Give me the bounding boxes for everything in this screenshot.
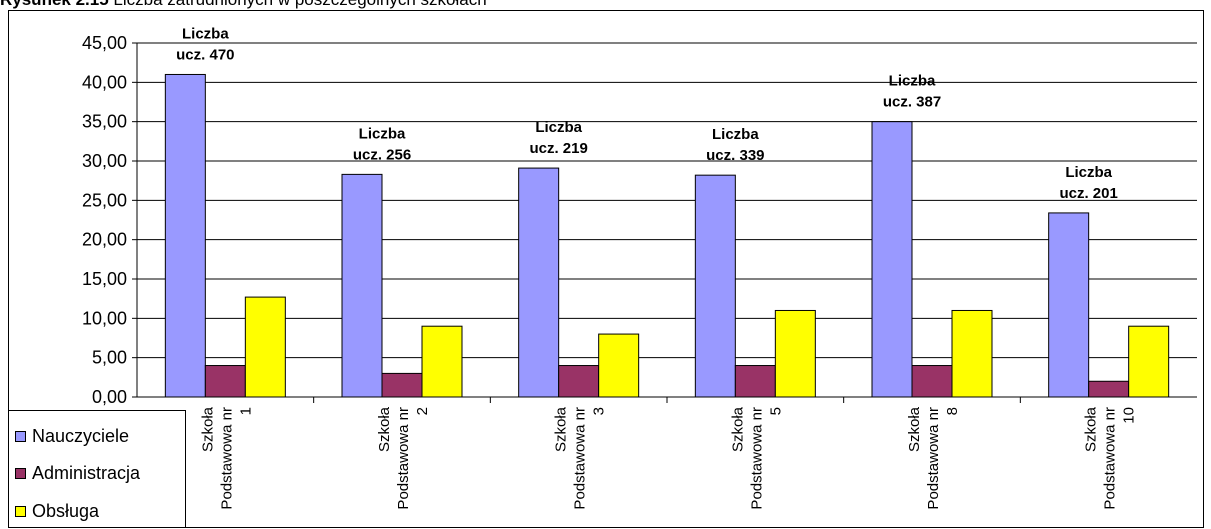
bar-nauczyciele bbox=[871, 121, 913, 398]
x-tick-label: Podstawowa nr bbox=[395, 407, 412, 510]
x-tick-label: Podstawowa nr bbox=[572, 407, 589, 510]
x-tick-label-group: Szkoła Podstawowa nr 8 bbox=[906, 406, 961, 509]
x-tick-label: 1 bbox=[237, 407, 254, 415]
y-tick-label: 10,00 bbox=[82, 308, 127, 328]
legend-item-obsluga: Obsługa bbox=[15, 499, 99, 523]
x-tick-label: Szkoła bbox=[906, 406, 923, 452]
bar-obsługa bbox=[774, 309, 816, 398]
y-tick-label: 15,00 bbox=[82, 269, 127, 289]
x-tick-label: Szkoła bbox=[376, 406, 393, 452]
y-tick-label: 35,00 bbox=[82, 112, 127, 132]
x-tick-label: 2 bbox=[414, 407, 431, 415]
y-tick-label: 20,00 bbox=[82, 230, 127, 250]
bar-obsługa bbox=[951, 309, 993, 398]
bar-administracja bbox=[1088, 380, 1130, 398]
x-tick-label-group: Szkoła Podstawowa nr 10 bbox=[1083, 406, 1138, 509]
annotation-label: Liczba ucz. 201 bbox=[1059, 164, 1117, 202]
x-tick-label: Podstawowa nr bbox=[1102, 407, 1119, 510]
bar-obsługa bbox=[421, 325, 463, 398]
annotation-line: ucz. 256 bbox=[353, 146, 411, 163]
annotation-line: Liczba bbox=[182, 25, 229, 42]
legend-item-nauczyciele: Nauczyciele bbox=[15, 424, 129, 448]
annotation-line: ucz. 219 bbox=[529, 140, 587, 157]
annotation-line: Liczba bbox=[535, 119, 582, 136]
figure-title: Liczba zatrudnionych w poszczególnych sz… bbox=[113, 0, 486, 9]
x-tick-label: 10 bbox=[1121, 407, 1138, 424]
chart-area bbox=[8, 10, 1204, 528]
x-tick-label: Szkoła bbox=[729, 406, 746, 452]
x-tick-label: Podstawowa nr bbox=[748, 407, 765, 510]
annotation-line: Liczba bbox=[1065, 164, 1112, 181]
y-tick-label: 25,00 bbox=[82, 190, 127, 210]
chart-legend: Nauczyciele Administracja Obsługa bbox=[8, 410, 186, 528]
x-tick-label: Szkoła bbox=[1083, 406, 1100, 452]
legend-label-obsluga: Obsługa bbox=[32, 500, 100, 521]
annotation-line: ucz. 470 bbox=[176, 46, 234, 63]
x-tick-label-group: Szkoła Podstawowa nr 5 bbox=[729, 406, 784, 509]
x-tick-label: 5 bbox=[767, 407, 784, 415]
x-tick-label: Podstawowa nr bbox=[925, 407, 942, 510]
figure-number: Rysunek 2.15 bbox=[0, 0, 109, 9]
annotation-line: ucz. 339 bbox=[706, 147, 764, 164]
x-tick-label: 3 bbox=[591, 407, 608, 415]
annotation-line: Liczba bbox=[712, 126, 759, 143]
bar-nauczyciele bbox=[341, 173, 383, 398]
bar-administracja bbox=[381, 372, 423, 398]
x-tick-label-group: Szkoła Podstawowa nr 3 bbox=[553, 406, 608, 509]
y-tick-label: 40,00 bbox=[82, 72, 127, 92]
annotation-line: ucz. 201 bbox=[1059, 185, 1117, 202]
legend-swatch-nauczyciele bbox=[15, 430, 26, 442]
legend-label-administracja: Administracja bbox=[32, 462, 141, 483]
annotation-label: Liczba ucz. 339 bbox=[706, 126, 764, 164]
bar-nauczyciele bbox=[164, 73, 206, 398]
annotation-line: Liczba bbox=[889, 73, 936, 90]
x-tick-label: Podstawowa nr bbox=[218, 407, 235, 510]
bar-nauczyciele bbox=[1048, 212, 1090, 398]
bar-nauczyciele bbox=[518, 167, 560, 398]
x-tick-label: Szkoła bbox=[199, 406, 216, 452]
bar-administracja bbox=[734, 365, 776, 398]
bar-administracja bbox=[204, 365, 246, 398]
legend-label-nauczyciele: Nauczyciele bbox=[32, 425, 130, 446]
x-tick-label: Szkoła bbox=[553, 406, 570, 452]
annotation-line: Liczba bbox=[359, 125, 406, 142]
y-tick-label: 30,00 bbox=[82, 151, 127, 171]
bar-nauczyciele bbox=[694, 174, 736, 398]
annotation-label: Liczba ucz. 256 bbox=[353, 125, 411, 163]
bar-obsługa bbox=[598, 333, 640, 398]
bar-administracja bbox=[558, 365, 600, 398]
annotation-label: Liczba ucz. 470 bbox=[176, 25, 234, 63]
legend-swatch-obsluga bbox=[15, 505, 26, 517]
x-tick-label: 8 bbox=[944, 407, 961, 415]
y-tick-label: 45,00 bbox=[82, 33, 127, 53]
x-tick-label-group: Szkoła Podstawowa nr 2 bbox=[376, 406, 431, 509]
annotation-label: Liczba ucz. 387 bbox=[883, 73, 941, 111]
annotation-line: ucz. 387 bbox=[883, 94, 941, 111]
legend-item-administracja: Administracja bbox=[15, 461, 140, 485]
bar-obsługa bbox=[244, 296, 286, 398]
figure-caption: Rysunek 2.15 Liczba zatrudnionych w posz… bbox=[0, 0, 487, 9]
bar-administracja bbox=[911, 365, 953, 398]
y-tick-label: 5,00 bbox=[92, 348, 127, 368]
bar-obsługa bbox=[1128, 325, 1170, 398]
annotation-label: Liczba ucz. 219 bbox=[529, 119, 587, 157]
legend-swatch-administracja bbox=[15, 467, 26, 479]
y-tick-label: 0,00 bbox=[92, 387, 127, 407]
x-tick-label-group: Szkoła Podstawowa nr 1 bbox=[199, 406, 254, 509]
